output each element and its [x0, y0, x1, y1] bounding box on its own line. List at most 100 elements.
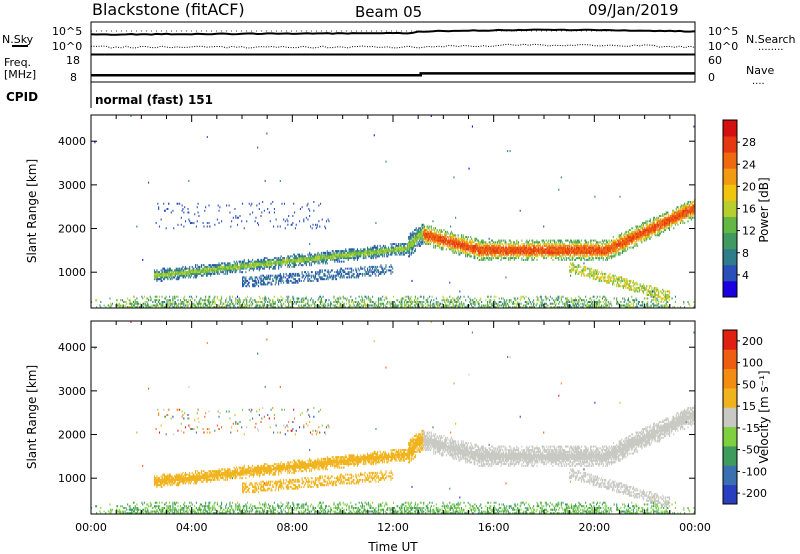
heatmap-cell [413, 250, 416, 253]
heatmap-cell [569, 250, 571, 253]
heatmap-cell [239, 260, 241, 263]
heatmap-cell [223, 302, 225, 305]
heatmap-cell [189, 276, 192, 279]
heatmap-cell [412, 230, 414, 233]
heatmap-cell [317, 255, 319, 258]
heatmap-cell [328, 257, 330, 260]
heatmap-cell [554, 246, 556, 249]
heatmap-cell [452, 234, 454, 237]
heatmap-cell [564, 248, 567, 251]
heatmap-cell [296, 272, 298, 275]
heatmap-cell [556, 251, 558, 254]
heatmap-cell [486, 246, 489, 249]
heatmap-cell [497, 306, 499, 309]
heatmap-cell [564, 304, 567, 307]
heatmap-cell [424, 234, 426, 237]
heatmap-cell [315, 278, 317, 281]
heatmap-cell [144, 302, 146, 305]
heatmap-cell [506, 253, 508, 256]
heatmap-cell [224, 306, 226, 309]
heatmap-cell [395, 306, 397, 309]
heatmap-cell [481, 241, 484, 244]
heatmap-cell [508, 300, 510, 303]
heatmap-cell [419, 295, 421, 298]
heatmap-cell [445, 304, 447, 307]
heatmap-cell [530, 306, 532, 309]
heatmap-cell [465, 253, 467, 256]
heatmap-cell [434, 244, 437, 247]
heatmap-cell [361, 251, 364, 254]
heatmap-cell [423, 297, 425, 300]
heatmap-cell [204, 299, 206, 302]
heatmap-cell [492, 248, 494, 251]
heatmap-cell [452, 248, 454, 251]
heatmap-cell [377, 251, 379, 254]
heatmap-cell [563, 246, 565, 249]
heatmap-cell [293, 281, 295, 284]
heatmap-cell [373, 271, 375, 274]
heatmap-cell [289, 274, 291, 277]
heatmap-cell [379, 244, 381, 247]
heatmap-cell [271, 264, 273, 267]
heatmap-cell [237, 265, 239, 268]
heatmap-cell [464, 251, 466, 254]
heatmap-cell [358, 304, 360, 307]
heatmap-cell [280, 255, 282, 258]
heatmap-cell [507, 248, 509, 251]
heatmap-cell [259, 267, 261, 270]
heatmap-cell [184, 272, 187, 275]
heatmap-cell [560, 295, 562, 298]
heatmap-cell [264, 300, 266, 303]
heatmap-cell [473, 253, 475, 256]
heatmap-cell [518, 302, 520, 305]
heatmap-cell [273, 295, 275, 298]
heatmap-cell [413, 300, 416, 303]
heatmap-cell [554, 239, 556, 242]
heatmap-cell [165, 295, 167, 298]
heatmap-cell [226, 269, 228, 272]
heatmap-cell [267, 278, 269, 281]
heatmap-cell [168, 274, 170, 277]
heatmap-cell [441, 230, 443, 233]
heatmap-cell [373, 269, 375, 272]
heatmap-cell [499, 255, 501, 258]
heatmap-cell [279, 276, 281, 279]
heatmap-cell [235, 300, 237, 303]
heatmap-cell [174, 276, 176, 279]
heatmap-cell [512, 257, 514, 260]
heatmap-cell [279, 179, 281, 182]
heatmap-cell [184, 274, 186, 277]
heatmap-cell [278, 278, 280, 281]
heatmap-cell [161, 279, 163, 282]
heatmap-cell [554, 257, 556, 260]
heatmap-cell [226, 265, 228, 268]
heatmap-cell [313, 200, 315, 203]
heatmap-cell [368, 253, 370, 256]
heatmap-cell [146, 300, 148, 303]
heatmap-cell [313, 276, 315, 279]
heatmap-cell [182, 274, 184, 277]
heatmap-cell [452, 239, 454, 242]
heatmap-cell [273, 211, 275, 214]
heatmap-cell [512, 251, 515, 254]
heatmap-cell [269, 276, 271, 279]
heatmap-cell [529, 253, 531, 256]
heatmap-cell [262, 274, 265, 277]
heatmap-cell [349, 257, 351, 260]
heatmap-cell [555, 251, 557, 254]
heatmap-cell [417, 237, 419, 240]
heatmap-cell [364, 265, 366, 268]
heatmap-cell [515, 306, 517, 309]
heatmap-cell [544, 243, 546, 246]
heatmap-cell [301, 258, 303, 261]
heatmap-cell [476, 246, 478, 249]
heatmap-cell [440, 241, 442, 244]
heatmap-cell [378, 272, 380, 275]
heatmap-cell [419, 237, 421, 240]
heatmap-cell [567, 250, 569, 253]
heatmap-cell [505, 276, 507, 279]
heatmap-cell [477, 250, 479, 253]
heatmap-cell [421, 236, 423, 239]
heatmap-cell [418, 243, 420, 246]
heatmap-cell [423, 239, 425, 242]
